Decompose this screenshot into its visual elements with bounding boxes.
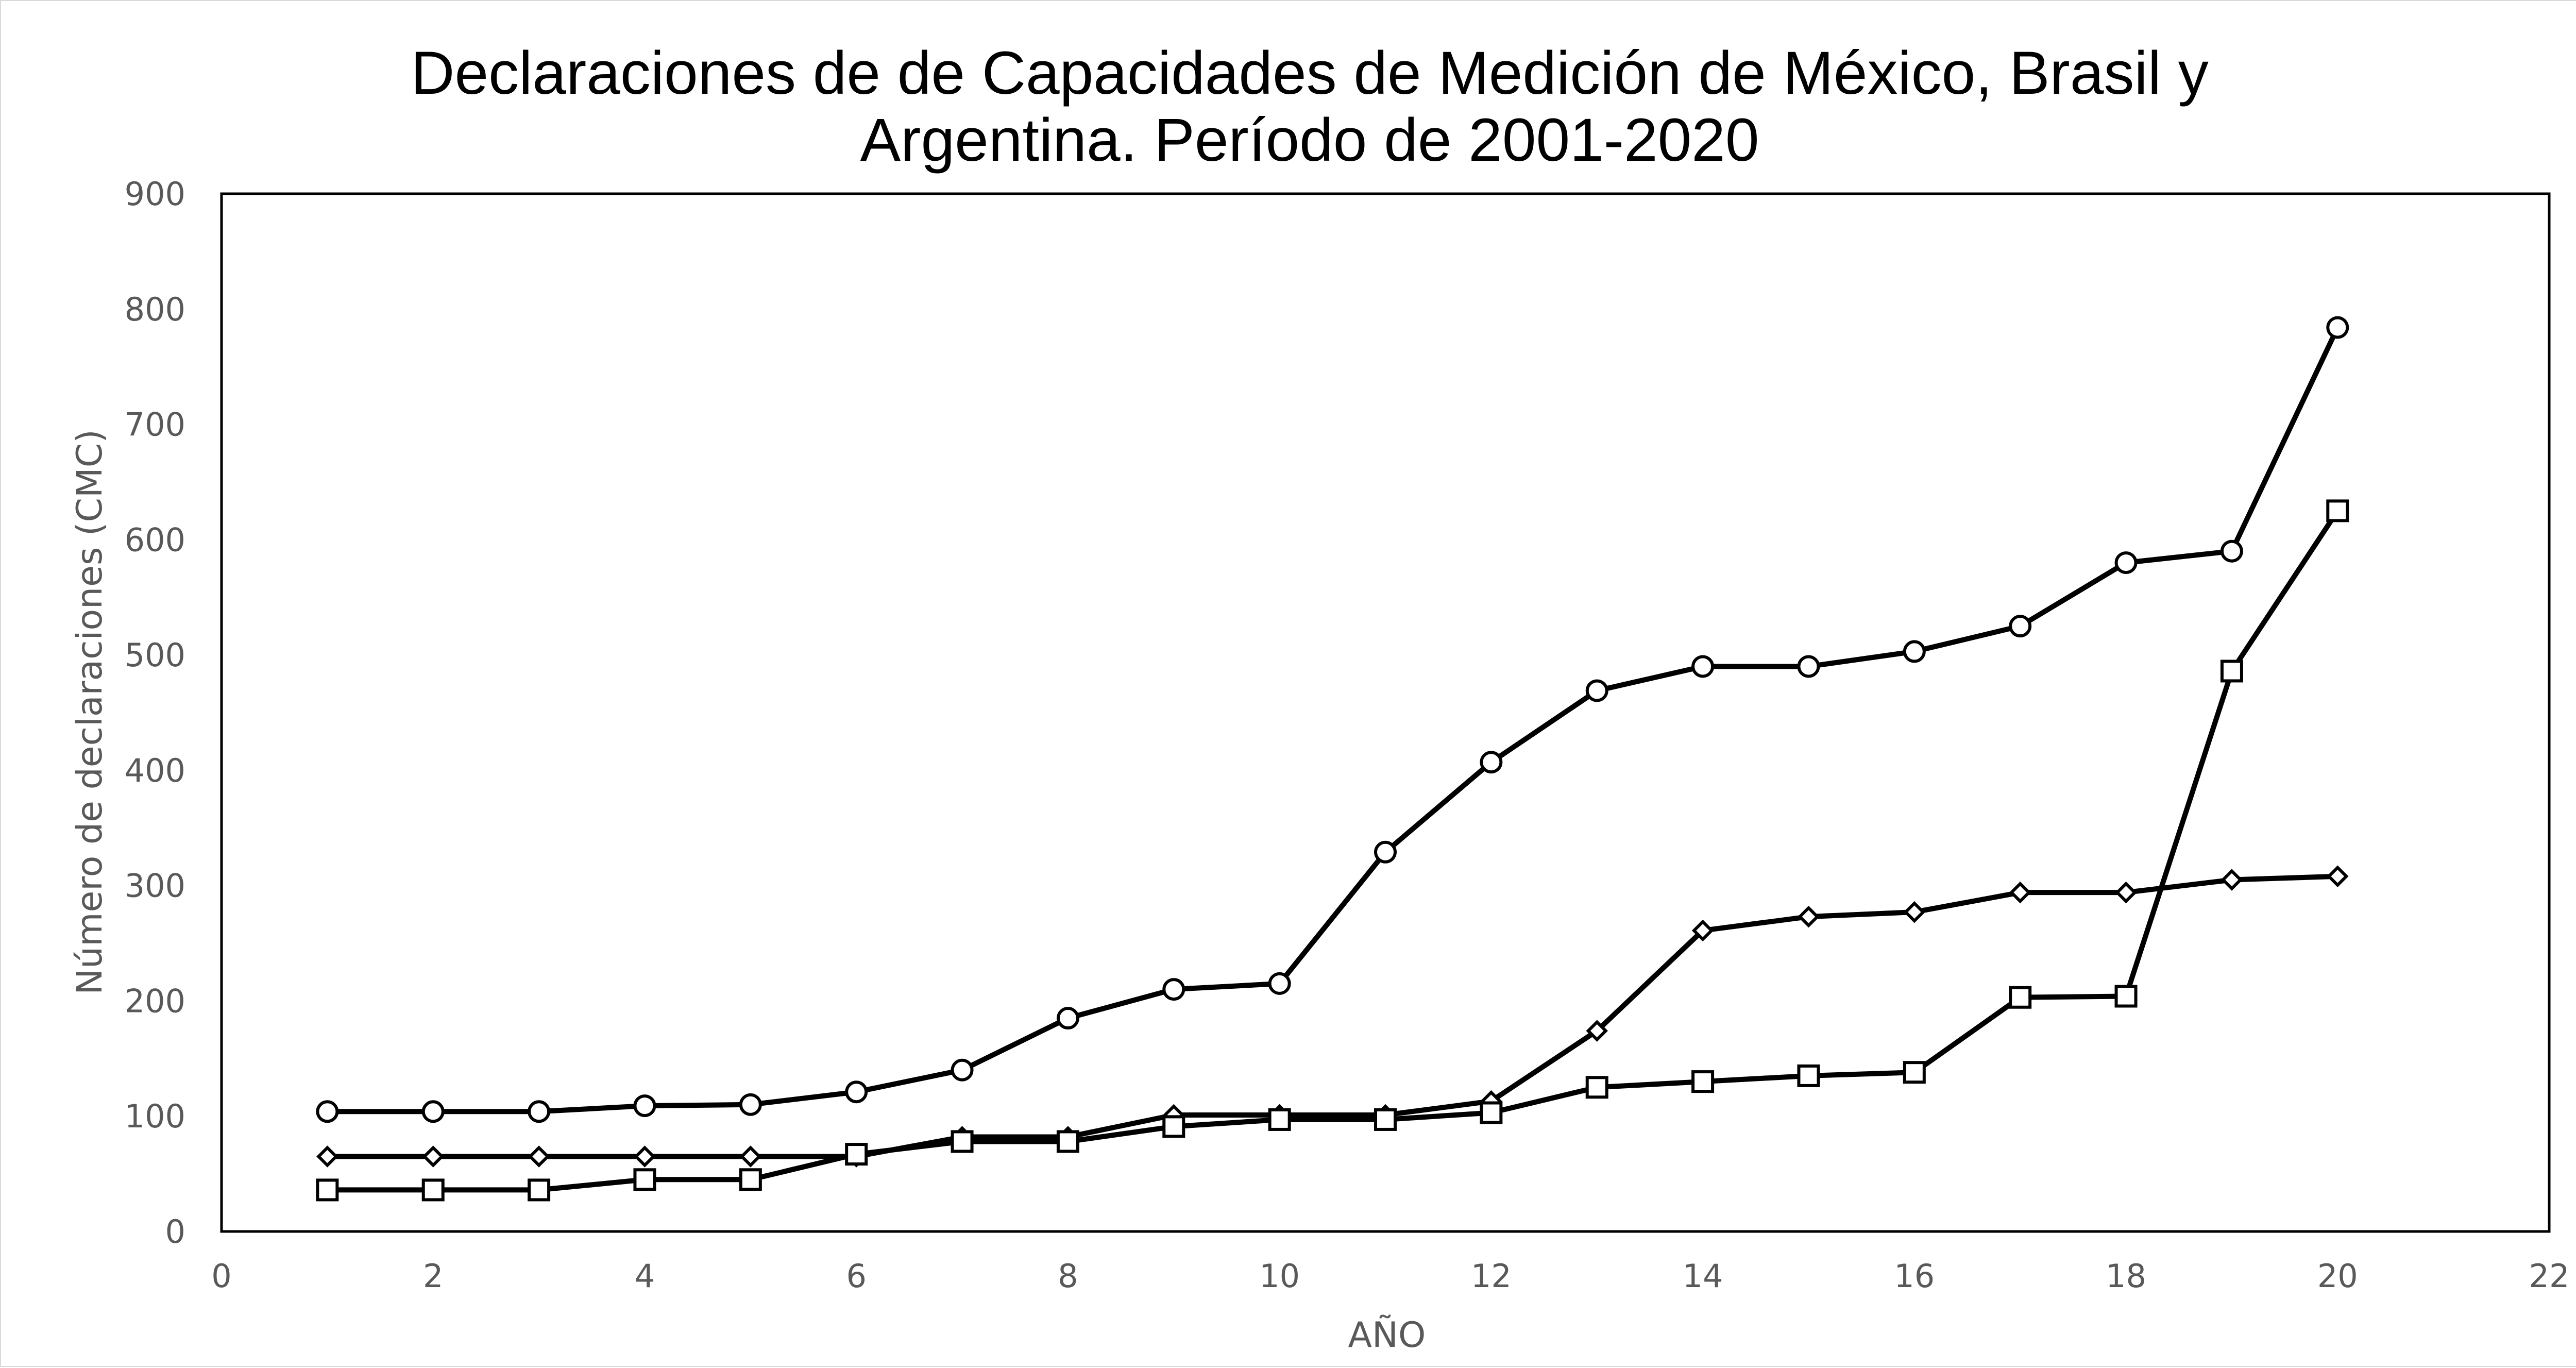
x-tick-label: 0 xyxy=(211,1257,231,1295)
data-point-square xyxy=(2220,660,2243,683)
data-point-square xyxy=(845,1143,868,1166)
data-point-square xyxy=(2009,986,2032,1009)
data-point-circle xyxy=(421,1100,445,1123)
data-point-circle xyxy=(1268,972,1291,995)
data-point-diamond xyxy=(1798,905,1820,928)
data-point-square xyxy=(528,1178,551,1202)
y-tick-label: 400 xyxy=(125,752,185,789)
data-point-circle xyxy=(2220,539,2243,563)
data-point-square xyxy=(1056,1130,1079,1153)
data-point-diamond xyxy=(528,1145,550,1168)
data-point-diamond xyxy=(1586,1020,1608,1042)
data-point-diamond xyxy=(2221,869,2243,891)
y-tick-label: 500 xyxy=(125,636,185,674)
y-tick-label: 800 xyxy=(125,291,185,328)
series-line xyxy=(325,508,2341,1193)
data-point-square xyxy=(1903,1061,1926,1084)
x-tick-label: 20 xyxy=(2317,1257,2358,1295)
data-point-circle xyxy=(1797,655,1820,678)
data-point-diamond xyxy=(2009,881,2031,904)
y-axis-tick-labels: 0 100 200 300 400 500 600 700 800 900 xyxy=(125,175,185,1251)
data-point-square xyxy=(739,1168,762,1191)
data-point-square xyxy=(2326,499,2349,522)
data-point-diamond xyxy=(422,1145,444,1168)
x-tick-label: 12 xyxy=(1471,1257,1512,1295)
data-point-square xyxy=(316,1178,339,1202)
data-point-circle xyxy=(1480,751,1503,774)
data-point-square xyxy=(1585,1076,1608,1099)
series-line xyxy=(325,873,2341,1159)
y-tick-label: 100 xyxy=(125,1097,185,1135)
data-point-diamond xyxy=(316,1145,338,1168)
data-point-square xyxy=(1268,1108,1291,1131)
data-point-square xyxy=(951,1130,974,1153)
chart-title-line-1: Declaraciones de de Capacidades de Medic… xyxy=(411,39,2208,107)
data-point-diamond xyxy=(1691,919,1714,942)
x-tick-label: 10 xyxy=(1259,1257,1300,1295)
data-point-diamond xyxy=(634,1145,656,1168)
data-point-circle xyxy=(845,1080,868,1104)
data-point-circle xyxy=(1056,1007,1079,1030)
x-tick-label: 14 xyxy=(1683,1257,1723,1295)
data-point-circle xyxy=(1903,640,1926,663)
data-point-circle xyxy=(633,1094,656,1118)
x-tick-label: 6 xyxy=(846,1257,866,1295)
data-point-diamond xyxy=(1903,901,1926,923)
y-tick-label: 0 xyxy=(165,1213,185,1251)
data-point-square xyxy=(1797,1064,1820,1087)
chart-title-line-2: Argentina. Período de 2001-2020 xyxy=(860,106,1759,174)
data-point-circle xyxy=(1162,978,1185,1001)
x-tick-label: 2 xyxy=(423,1257,443,1295)
y-tick-label: 700 xyxy=(125,406,185,444)
data-point-square xyxy=(2114,985,2138,1008)
data-point-circle xyxy=(2326,316,2349,339)
x-tick-label: 22 xyxy=(2529,1257,2570,1295)
data-point-square xyxy=(1480,1101,1503,1124)
data-point-circle xyxy=(2009,615,2032,638)
data-point-circle xyxy=(528,1100,551,1123)
series-circle xyxy=(316,316,2349,1123)
series-layer xyxy=(316,316,2349,1202)
series-diamond xyxy=(316,865,2349,1168)
data-point-square xyxy=(421,1178,445,1202)
data-point-circle xyxy=(2114,551,2138,575)
data-point-diamond xyxy=(739,1145,762,1168)
data-point-square xyxy=(1691,1070,1715,1093)
data-point-diamond xyxy=(2327,865,2349,888)
y-axis-title: Número de declaraciones (CMC) xyxy=(70,429,110,994)
x-tick-label: 8 xyxy=(1058,1257,1078,1295)
data-point-square xyxy=(633,1168,656,1191)
x-tick-label: 4 xyxy=(635,1257,655,1295)
data-point-circle xyxy=(1374,840,1397,864)
data-point-circle xyxy=(1691,655,1715,678)
x-tick-label: 18 xyxy=(2106,1257,2146,1295)
data-point-diamond xyxy=(2115,881,2137,904)
y-tick-label: 600 xyxy=(125,521,185,559)
y-tick-label: 900 xyxy=(125,175,185,213)
series-square xyxy=(316,499,2349,1202)
series-line xyxy=(325,325,2341,1114)
x-axis-tick-labels: 0 2 4 6 8 10 12 14 16 18 20 22 xyxy=(211,1257,2569,1295)
data-point-square xyxy=(1374,1108,1397,1131)
data-point-square xyxy=(1162,1115,1185,1138)
data-point-circle xyxy=(951,1058,974,1082)
plot-area xyxy=(220,192,2551,1233)
y-tick-label: 200 xyxy=(125,982,185,1020)
data-point-circle xyxy=(739,1093,762,1116)
data-point-circle xyxy=(1585,679,1608,702)
data-point-circle xyxy=(316,1100,339,1123)
x-axis-title: AÑO xyxy=(1348,1314,1426,1356)
y-tick-label: 300 xyxy=(125,867,185,905)
x-tick-label: 16 xyxy=(1894,1257,1935,1295)
